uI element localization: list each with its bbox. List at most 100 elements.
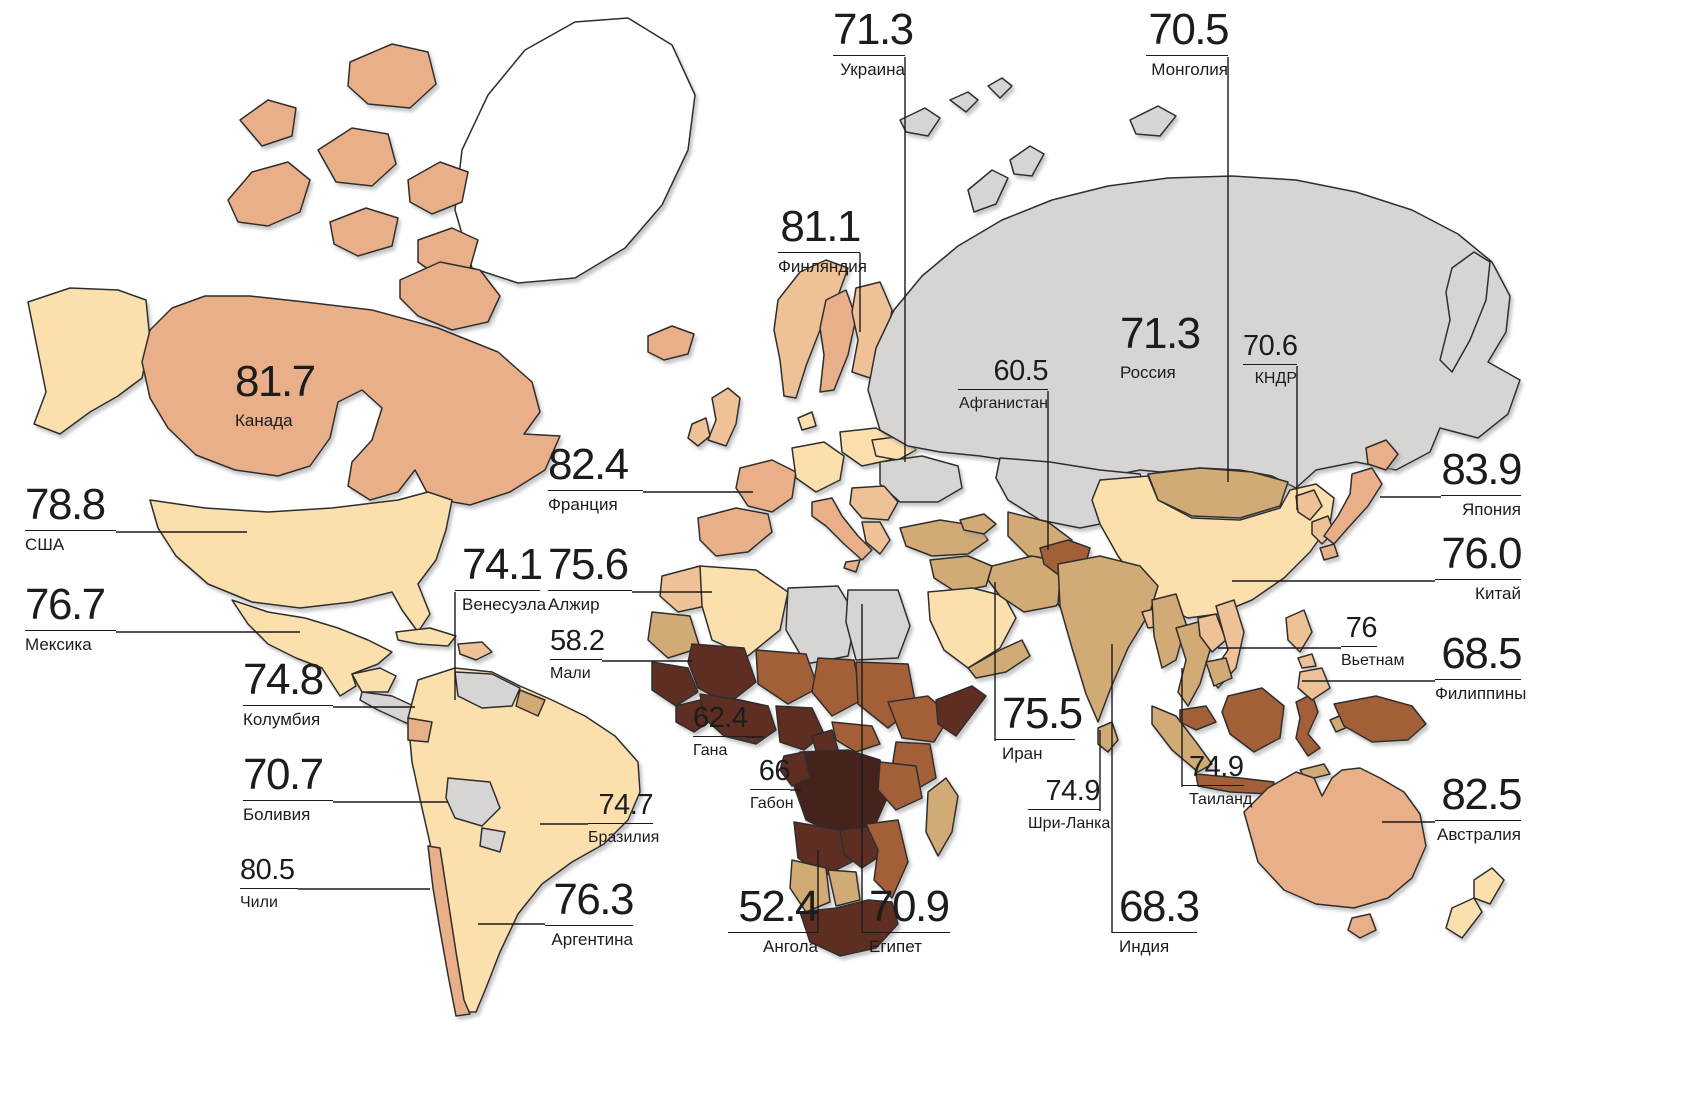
map-label-afghanistan: 60.5 Афганистан: [958, 356, 1049, 413]
country-philippines: [1285, 609, 1331, 701]
country-angola: [793, 821, 853, 877]
value: 82.4: [548, 442, 643, 491]
map-label-egypt: 70.9 Египет: [862, 884, 950, 957]
country-canada: [141, 295, 561, 506]
country-name: Япония: [1461, 499, 1521, 519]
island-new-guinea: [1333, 695, 1427, 743]
country-name: Мали: [550, 664, 591, 682]
country-malaysia: [1179, 705, 1217, 731]
value: 52.4: [728, 884, 820, 933]
country-name: Шри-Ланка: [1028, 814, 1111, 832]
value: 74.9: [1182, 752, 1244, 786]
arctic-island: [317, 127, 397, 187]
map-label-china: 76.0 Китай: [1435, 531, 1523, 604]
map-label-gabon: 66 Габон: [750, 756, 794, 813]
island-visayas: [1297, 653, 1317, 669]
map-label-russia: 71.3 Россия: [1120, 309, 1215, 383]
country-name: Габон: [750, 794, 794, 812]
map-label-ukraine: 71.3 Украина: [833, 7, 914, 80]
continent-asia: [927, 439, 1427, 795]
value: 74.1: [455, 542, 543, 591]
island-hispaniola: [457, 641, 493, 661]
map-label-ghana: 62.4 Гана: [693, 703, 748, 760]
map-label-north-korea: 70.6 КНДР: [1243, 331, 1298, 388]
map-label-finland: 81.1 Финляндия: [778, 204, 867, 277]
value: 70.5: [1146, 7, 1230, 56]
value: 76.0: [1435, 531, 1523, 580]
country-name: Египет: [869, 936, 922, 956]
map-label-sri-lanka: 74.9 Шри-Ланка: [1028, 776, 1111, 833]
region-russia-central-asia: [867, 77, 1521, 561]
map-label-france: 82.4 Франция: [548, 442, 643, 515]
country-mali: [687, 643, 757, 705]
island-novaya-zemlya: [1009, 145, 1045, 177]
map-label-india: 68.3 Индия: [1112, 884, 1200, 957]
map-label-japan: 83.9 Япония: [1441, 445, 1523, 520]
value: 76.3: [545, 877, 635, 926]
country-saudi-arabia: [927, 587, 1017, 669]
region-senegal-guinea: [651, 661, 699, 707]
country-bolivia: [445, 777, 501, 827]
country-germany: [791, 441, 845, 493]
value: 62.4: [693, 703, 748, 737]
value: 83.9: [1441, 445, 1523, 496]
island-kyushu: [1319, 543, 1339, 561]
country-mauritania: [647, 611, 701, 659]
country-name: Канада: [235, 410, 293, 430]
country-name: Таиланд: [1189, 790, 1253, 808]
region-balkans: [849, 485, 899, 521]
island-borneo: [1221, 687, 1285, 753]
country-name: Украина: [840, 59, 905, 79]
country-cuba: [395, 627, 457, 647]
country-algeria: [699, 565, 789, 657]
value: 70.6: [1243, 331, 1298, 365]
arctic-island: [407, 161, 469, 215]
country-greece: [861, 521, 891, 555]
value: 70.7: [243, 752, 333, 801]
country-mozambique: [865, 819, 909, 899]
country-name: США: [25, 534, 65, 554]
island-novaya-zemlya: [967, 169, 1009, 213]
region-syria-iraq: [929, 555, 993, 593]
value: 74.8: [243, 657, 333, 706]
island-arctic: [949, 91, 979, 113]
country-name: Китай: [1475, 583, 1521, 603]
country-ecuador: [407, 717, 433, 743]
value: 68.5: [1435, 631, 1523, 680]
country-ethiopia: [887, 695, 951, 743]
value: 81.1: [778, 204, 862, 253]
value: 80.5: [240, 855, 298, 889]
value: 68.3: [1112, 884, 1200, 933]
island-mindanao: [1297, 667, 1331, 701]
island-tasmania: [1347, 913, 1377, 939]
map-label-iran: 75.5 Иран: [995, 691, 1083, 764]
country-ireland: [687, 417, 711, 447]
country-name: Бразилия: [588, 828, 660, 846]
value: 70.9: [862, 884, 950, 933]
value: 74.7: [588, 790, 654, 824]
country-mongolia: [1147, 467, 1289, 519]
country-iceland: [647, 325, 695, 361]
value: 75.5: [995, 691, 1083, 740]
country-name: Финляндия: [778, 256, 867, 276]
arctic-island: [239, 99, 297, 147]
country-laos: [1197, 613, 1227, 653]
value: 78.8: [25, 482, 116, 531]
island-hokkaido: [1365, 439, 1399, 471]
country-name: Мексика: [25, 634, 92, 654]
country-name: КНДР: [1254, 369, 1297, 387]
continent-oceania: [1243, 767, 1505, 939]
map-label-argentina: 76.3 Аргентина: [545, 877, 635, 950]
country-name: Монголия: [1151, 59, 1228, 79]
country-car: [831, 721, 881, 753]
country-name: Боливия: [243, 804, 311, 824]
country-egypt: [845, 589, 911, 661]
map-label-philippines: 68.5 Филиппины: [1435, 631, 1526, 704]
value: 71.3: [1120, 309, 1201, 358]
region-yucatan: [351, 667, 397, 693]
map-label-venezuela: 74.1 Венесуэла: [455, 542, 546, 615]
country-name: Иран: [1002, 743, 1043, 763]
country-botswana: [827, 869, 861, 907]
country-name: Чили: [240, 893, 278, 911]
